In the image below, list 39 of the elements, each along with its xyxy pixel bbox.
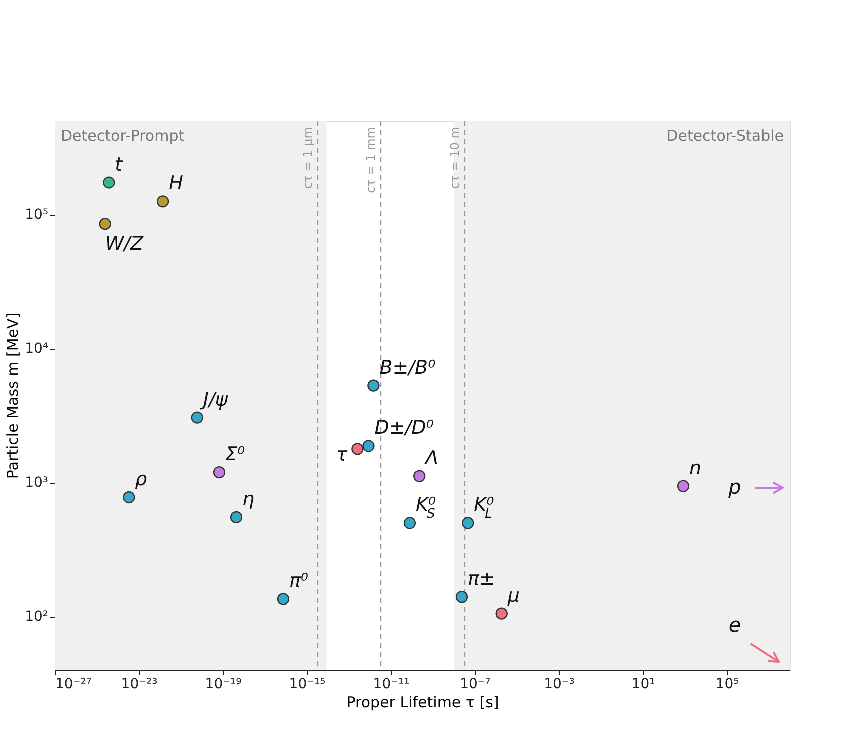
series-label: π± <box>468 568 496 590</box>
x-tick-label: 10⁻⁷ <box>460 676 491 692</box>
band-label: Detector-Prompt <box>61 127 185 145</box>
series-label: W/Z <box>105 233 145 256</box>
series-label: K⁰L <box>474 494 495 522</box>
series-label: τ <box>336 444 348 466</box>
annotation: cτ = 1 μm <box>301 127 315 190</box>
y-tick-label: 10² <box>25 609 48 626</box>
series-label: π⁰ <box>289 570 309 592</box>
annotation: e <box>728 613 742 637</box>
series-label: η <box>242 488 255 510</box>
y-tick-label: 10³ <box>25 475 48 492</box>
series-label: B±/B⁰ <box>380 356 436 379</box>
annotation: cτ = 1 mm <box>364 127 378 194</box>
series-label: D±/D⁰ <box>374 417 434 440</box>
y-tick-label: 10⁴ <box>25 341 49 358</box>
x-tick-label: 10⁻²³ <box>121 676 158 692</box>
x-tick-label: 10⁻¹⁵ <box>289 676 326 692</box>
y-axis-title: Particle Mass m [MeV] <box>4 312 22 480</box>
series-label: Σ⁰ <box>225 444 246 466</box>
x-tick-label: 10⁻¹⁹ <box>205 676 242 692</box>
series-label: H <box>169 172 184 195</box>
x-tick-label: 10⁻²⁷ <box>56 676 92 692</box>
series-label: J/ψ <box>199 388 228 411</box>
y-tick-label: 10⁵ <box>25 207 48 224</box>
series-label: n <box>690 457 702 480</box>
series-label: ρ <box>135 468 148 491</box>
annotation: p <box>728 475 742 499</box>
series-label: t <box>115 154 124 176</box>
series-label: K⁰S <box>416 494 436 522</box>
x-tick-label: 10⁻³ <box>544 676 575 692</box>
annotation: cτ = 10 m <box>448 127 462 190</box>
series-label: μ <box>506 584 520 607</box>
band-label: Detector-Stable <box>666 127 784 145</box>
x-tick-label: 10¹ <box>632 676 656 692</box>
series-label: Λ <box>424 447 439 470</box>
x-axis-title: Proper Lifetime τ [s] <box>346 694 500 712</box>
x-tick-label: 10⁻¹¹ <box>373 676 410 692</box>
x-tick-label: 10⁵ <box>716 676 740 692</box>
